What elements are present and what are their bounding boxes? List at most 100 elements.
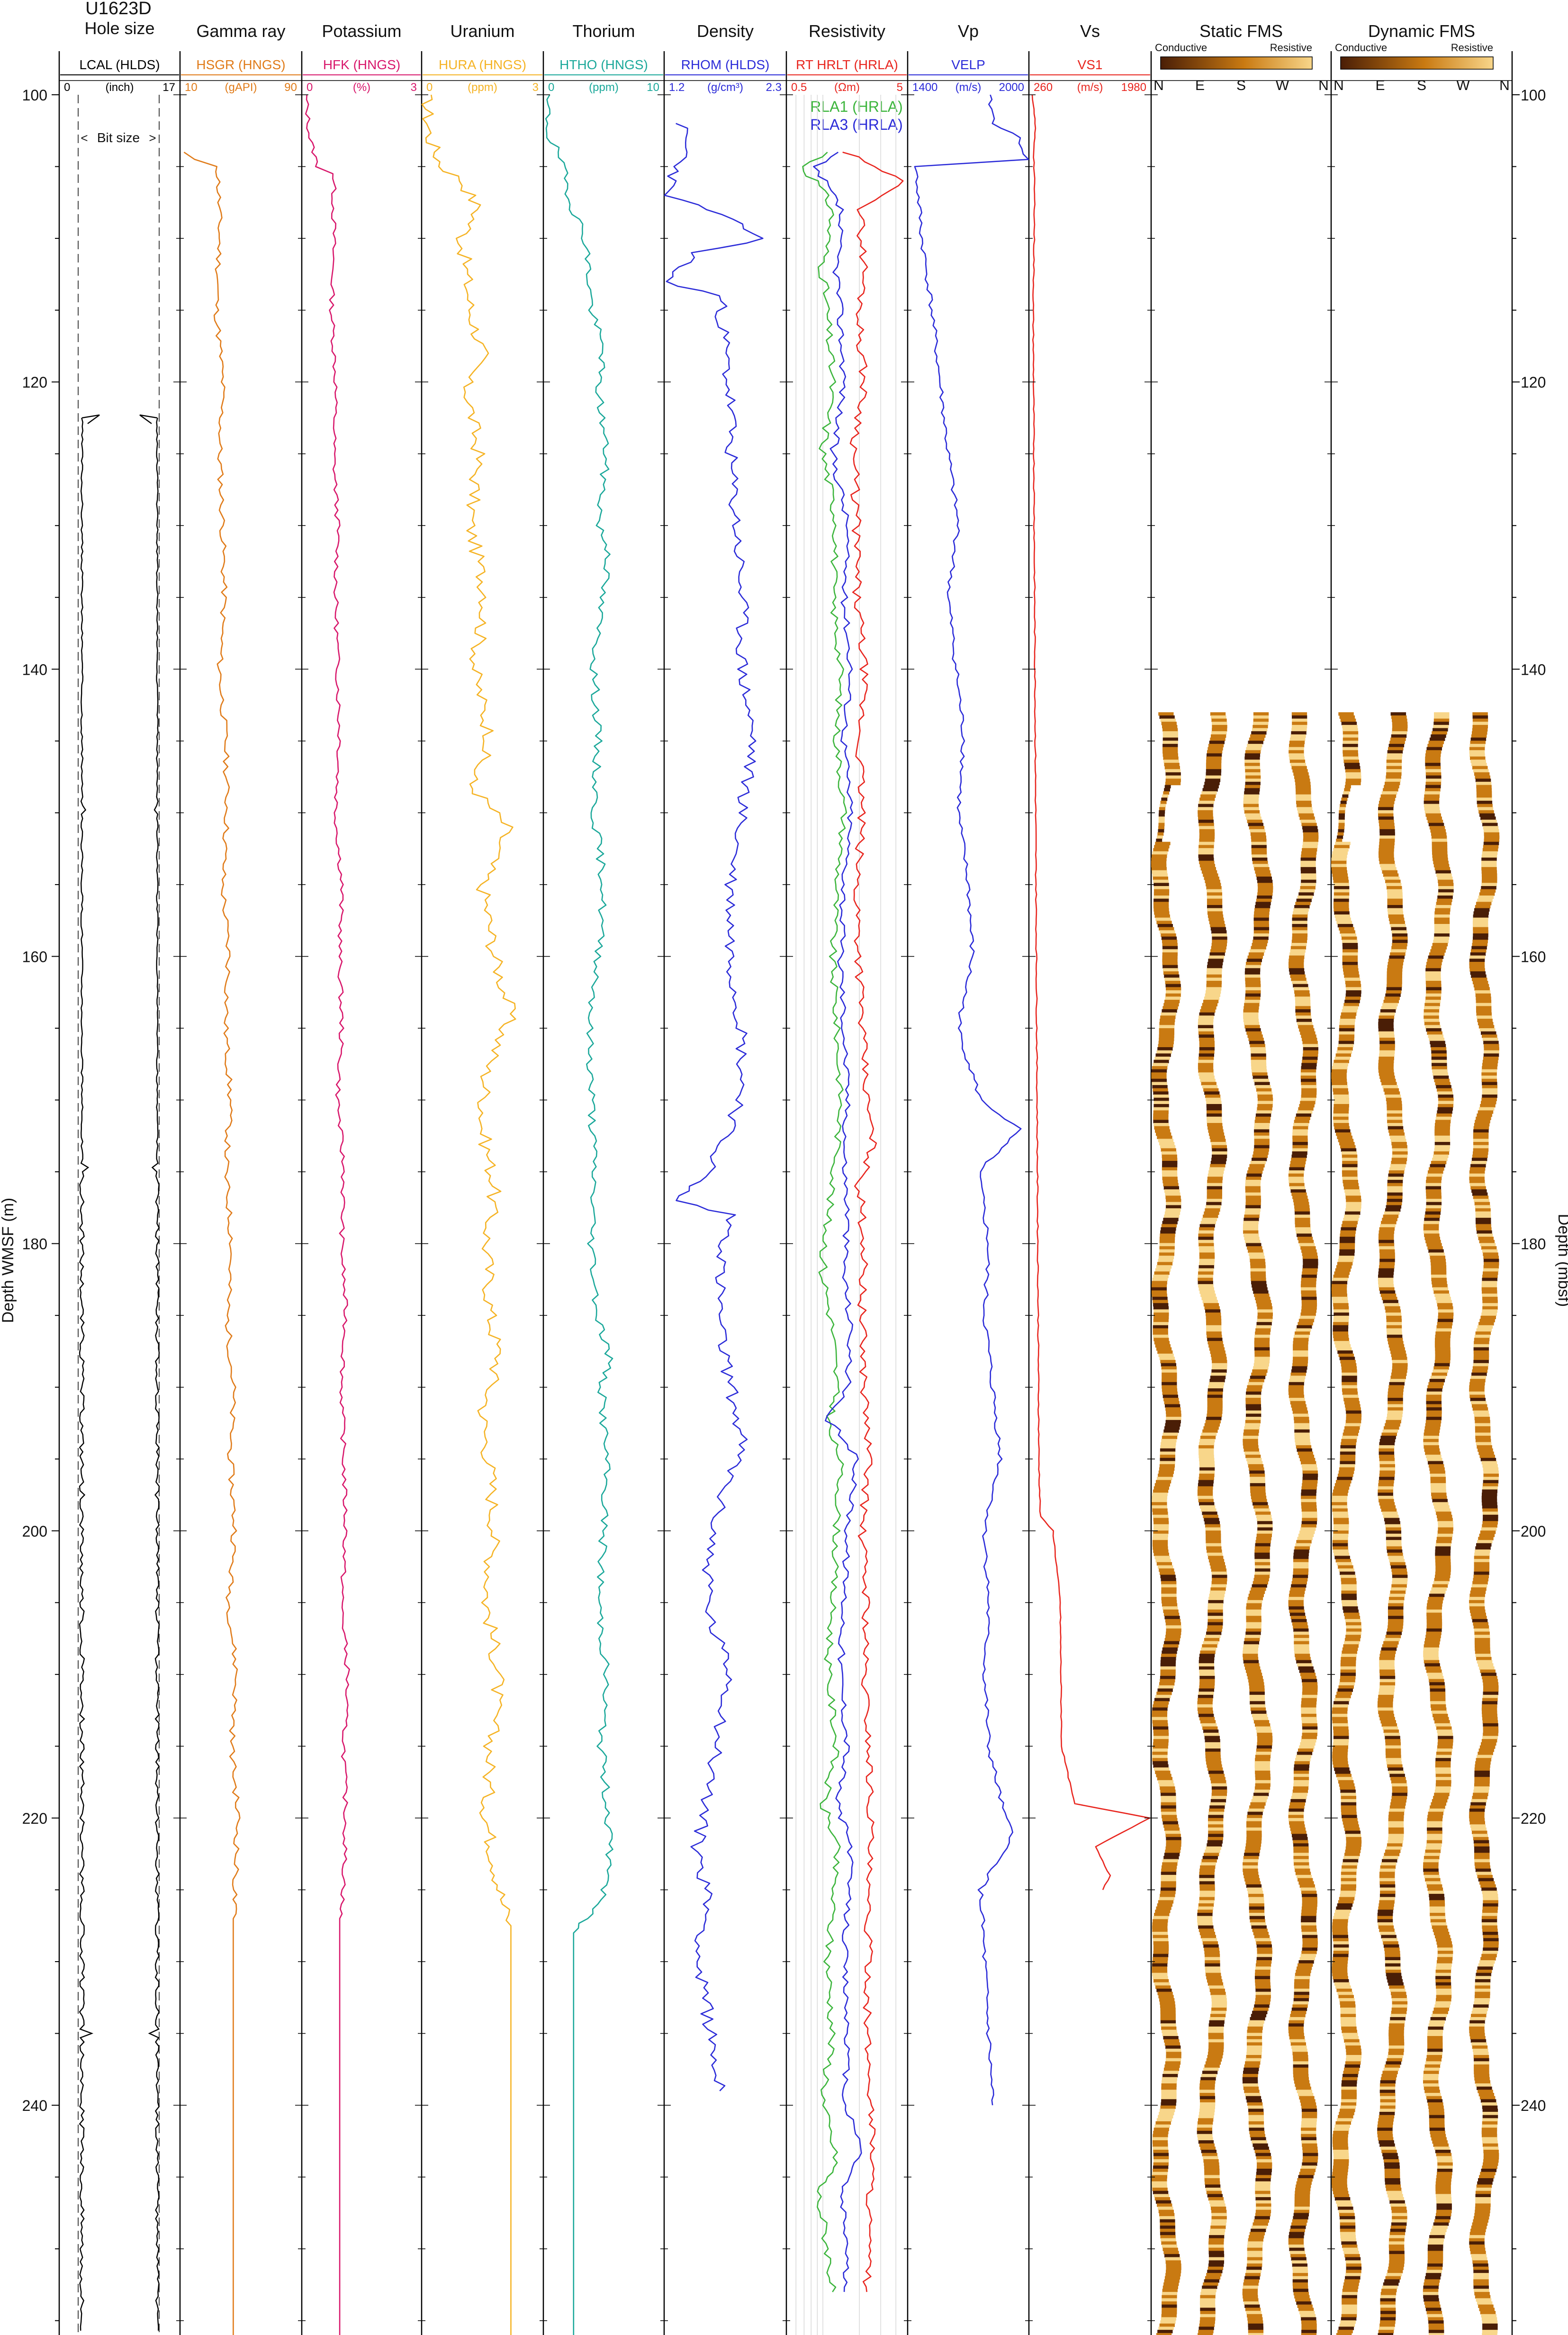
track-title-6: Resistivity (809, 21, 885, 41)
fms-pad (1242, 712, 1273, 2335)
scale-min-8: 260 (1034, 81, 1053, 94)
chart-frame (58, 51, 1513, 2335)
scale-max-1: 90 (284, 81, 297, 94)
curve-lcal-right (148, 417, 160, 2331)
curve-rla3-hrla- (813, 152, 862, 2292)
depth-tick-label-right: 100 (1521, 87, 1546, 104)
track-headers: Hole size LCAL (HLDS) 0 (inch) 17 Gamma ray HS… (60, 18, 1510, 133)
curve-name-0: LCAL (HLDS) (79, 57, 160, 72)
depth-tick-label-left: 100 (22, 87, 47, 104)
legend-rla1: RLA1 (HRLA) (810, 98, 903, 115)
curve-rt-hrlt-hrla- (842, 151, 904, 2292)
scale-min-1: 10 (185, 81, 198, 94)
fms-pad (1151, 712, 1181, 2335)
curve-hfk-hngs- (305, 94, 350, 2335)
depth-tick-label-right: 200 (1521, 1523, 1546, 1540)
depth-tick-label-left: 240 (22, 2097, 47, 2114)
scale-max-0: 17 (162, 81, 175, 94)
unit-1: (gAPI) (225, 81, 257, 94)
curve-name-5: RHOM (HLDS) (681, 57, 770, 72)
curve-vs1 (1031, 94, 1151, 1890)
track-title-5: Density (697, 21, 754, 41)
fms-scale-right-10: Resistive (1451, 42, 1493, 54)
depth-axis: 100 100 120 120 140 140 160 160 180 180 200 200 220 2… (22, 87, 1546, 2321)
curve-rhom-hlds- (664, 123, 764, 2091)
fms-pad (1469, 712, 1500, 2335)
depth-tick-label-right: 140 (1521, 661, 1546, 678)
track-title-9: Static FMS (1199, 21, 1283, 41)
curve-htho-hngs- (545, 94, 613, 2335)
track-title-8: Vs (1080, 21, 1100, 41)
curve-lcal-left (79, 417, 94, 2331)
curve-hsgr-hngs- (183, 152, 241, 2335)
bit-size-label: Bit size (97, 130, 140, 145)
fms-azimuth-e: E (1195, 78, 1205, 93)
curve-name-6: RT HRLT (HRLA) (796, 57, 898, 72)
curve-lcal-kick-left (81, 414, 100, 425)
track-title-7: Vp (958, 21, 979, 41)
curve-name-8: VS1 (1078, 57, 1103, 72)
unit-7: (m/s) (955, 81, 982, 94)
track-title-4: Thorium (572, 21, 635, 41)
curve-name-3: HURA (HNGS) (439, 57, 526, 72)
fms-scale-right-9: Resistive (1270, 42, 1312, 54)
scale-min-0: 0 (64, 81, 70, 94)
fms-pad (1288, 712, 1319, 2335)
unit-3: (ppm) (468, 81, 497, 94)
fms-azimuth-n: N (1318, 78, 1329, 93)
track-title-1: Gamma ray (196, 21, 285, 41)
scale-min-5: 1.2 (669, 81, 685, 94)
depth-tick-label-left: 220 (22, 1810, 47, 1827)
fms-image-layer (1151, 712, 1500, 2335)
unit-8: (m/s) (1077, 81, 1103, 94)
curve-name-1: HSGR (HNGS) (196, 57, 285, 72)
depth-label-right: Depth (mbsf) (1555, 1214, 1568, 1307)
fms-pad (1423, 712, 1454, 2335)
scale-max-2: 3 (411, 81, 417, 94)
depth-tick-label-left: 120 (22, 374, 47, 391)
unit-2: (%) (353, 81, 370, 94)
fms-azimuth-n: N (1334, 78, 1344, 93)
scale-min-4: 0 (548, 81, 554, 94)
depth-tick-label-left: 140 (22, 661, 47, 678)
scale-max-7: 2000 (999, 81, 1024, 94)
curve-rla1-hrla- (802, 152, 847, 2292)
fms-colorbar-10 (1340, 56, 1494, 70)
fms-azimuth-w: W (1276, 78, 1289, 93)
curve-name-4: HTHO (HNGS) (559, 57, 648, 72)
depth-label-left: Depth WMSF (m) (0, 1198, 17, 1323)
scale-max-3: 3 (532, 81, 539, 94)
depth-tick-label-right: 160 (1521, 948, 1546, 965)
track-title-3: Uranium (450, 21, 514, 41)
scale-min-7: 1400 (912, 81, 937, 94)
scale-min-6: 0.5 (791, 81, 807, 94)
depth-tick-label-left: 200 (22, 1523, 47, 1540)
scale-max-8: 1980 (1121, 81, 1146, 94)
scale-max-6: 5 (897, 81, 903, 94)
fms-azimuth-e: E (1375, 78, 1385, 93)
fms-pad (1197, 712, 1227, 2335)
depth-tick-label-right: 180 (1521, 1236, 1546, 1253)
curve-name-2: HFK (HNGS) (323, 57, 400, 72)
depth-tick-label-right: 240 (1521, 2097, 1546, 2114)
fms-azimuth-n: N (1499, 78, 1510, 93)
unit-4: (ppm) (589, 81, 619, 94)
track-title-10: Dynamic FMS (1368, 21, 1475, 41)
track-title-2: Potassium (322, 21, 401, 41)
depth-tick-label-left: 180 (22, 1236, 47, 1253)
depth-tick-label-right: 220 (1521, 1810, 1546, 1827)
unit-5: (g/cm³) (707, 81, 743, 94)
fms-azimuth-n: N (1153, 78, 1164, 93)
fms-azimuth-w: W (1456, 78, 1470, 93)
fms-azimuth-s: S (1417, 78, 1426, 93)
unit-0: (inch) (105, 81, 134, 94)
curve-lcal-kick-right (139, 414, 158, 425)
fms-colorbar-9 (1160, 56, 1313, 70)
fms-scale-left-9: Conductive (1155, 42, 1207, 54)
well-title: U1623D (85, 0, 151, 18)
bit-size-arrow-left: < (81, 131, 88, 145)
depth-tick-label-right: 120 (1521, 374, 1546, 391)
unit-6: (Ωm) (834, 81, 860, 94)
legend-rla3: RLA3 (HRLA) (810, 116, 903, 133)
